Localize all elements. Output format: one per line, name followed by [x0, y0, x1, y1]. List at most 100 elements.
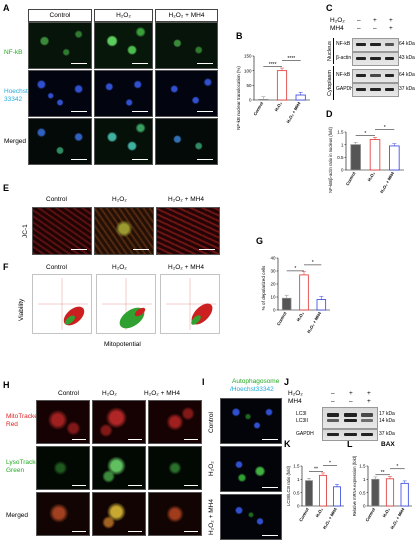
blot-c-h2o2-label: H₂O₂ — [330, 17, 345, 24]
chart-b-ylabel: NF-kB nuclear translocation (%) — [236, 66, 241, 130]
blot-c-kda-3: 64 kDa — [399, 72, 415, 78]
i-row-label-mh4: H₂O₂ + MH4 — [208, 499, 215, 535]
blot-j-kda-1: 17 kDa — [379, 411, 395, 417]
micrograph-h-lyso-control — [36, 446, 90, 490]
blot-j-mh4-sign-3: + — [367, 398, 371, 405]
e-row-label: JC-1 — [22, 224, 29, 238]
h-row-label-lyso: LysoTracker — [6, 459, 42, 466]
micrograph-h-mito-control — [36, 400, 90, 444]
blot-c-row-2 — [352, 52, 399, 66]
chart-k-xlabel-1: H₂O₂ — [315, 507, 324, 518]
chart-d-xlabel-0: Control — [345, 171, 357, 186]
chart-b-xlabel-2: H₂O₂ + MH4 — [285, 100, 301, 124]
chart-d-ylabel: NF-kB/β-actin ratio in nucleus (fold) — [328, 127, 333, 193]
row-label-hoechst-num: 33342 — [4, 96, 23, 103]
micrograph-h-mito-mh4 — [148, 400, 202, 444]
blot-c-kda-4: 37 kDa — [399, 86, 415, 92]
micrograph-a-hoechst-control — [28, 70, 92, 117]
micrograph-a-hoechst-h2o2 — [94, 70, 153, 117]
blot-c-band-label-3: NF-kB — [336, 72, 351, 78]
chart-g-bar-0 — [281, 297, 292, 311]
blot-c-mh4-label: MH4 — [330, 25, 344, 32]
row-label-hoechst: Hoechst — [4, 88, 28, 95]
chart-d-ytick-label-0: 0 — [341, 168, 344, 173]
chart-b-bar-0 — [258, 99, 269, 101]
blot-c-h2o2-sign-3: + — [389, 17, 393, 24]
micrograph-h-merged-control — [36, 492, 90, 536]
chart-d-sig-1: * — [384, 125, 386, 131]
chart-l-bar-1 — [385, 478, 395, 507]
flow-plot-h2o2 — [96, 274, 156, 334]
micrograph-i-control — [220, 398, 282, 444]
blot-j-h2o2-sign-2: + — [349, 390, 353, 397]
chart-d-xlabel-1: H₂O₂ — [367, 171, 376, 182]
micrograph-h-lyso-h2o2 — [92, 446, 146, 490]
chart-k-sig-0: ** — [314, 467, 318, 473]
chart-l-bar-2 — [400, 482, 409, 507]
panel-label-d: D — [326, 109, 333, 119]
h-row-label-merged: Merged — [6, 512, 29, 519]
chart-b-ytick-label-1: 50 — [246, 83, 252, 88]
chart-l-sig-1: * — [396, 464, 398, 470]
micrograph-a-nfkb-mh4 — [155, 22, 218, 69]
e-header-h2o2-mh4: H₂O₂ + MH4 — [168, 196, 204, 203]
blot-c-h2o2-sign-2: + — [373, 17, 377, 24]
chart-d-bar-2 — [389, 145, 400, 171]
blot-c-bracket-cyto — [333, 66, 334, 100]
panel-label-h: H — [3, 380, 10, 390]
chart-g-bar-2 — [316, 299, 327, 311]
micrograph-h-lyso-mh4 — [148, 446, 202, 490]
chart-b-xlabel-1: H₂O₂ — [274, 101, 283, 112]
panel-label-i: I — [202, 377, 205, 387]
chart-g-sig-1: * — [312, 260, 314, 266]
chart-b-sig-1: **** — [287, 56, 295, 62]
micrograph-h-merged-h2o2 — [92, 492, 146, 536]
chart-g-xlabel-2: H₂O₂ + MH4 — [306, 310, 322, 334]
chart-b: NF-kB nuclear translocation (%) 0 50 100 15… — [236, 54, 310, 130]
panel-label-b: B — [236, 31, 243, 41]
blot-j-row-gapdh — [322, 429, 378, 441]
blot-c-mh4-sign-1: – — [357, 25, 361, 32]
chart-l-ytick-label-0: 0 — [363, 504, 366, 509]
micrograph-i-h2o2 — [220, 446, 282, 492]
panel-label-k: K — [284, 439, 291, 449]
blot-c-bracket-nucleus — [333, 38, 334, 64]
blot-j-kda-2: 14 kDa — [379, 418, 395, 424]
chart-k-xlabel-2: H₂O₂ + MH4 — [322, 506, 338, 530]
f-header-h2o2-mh4: H₂O₂ + MH4 — [168, 264, 204, 271]
chart-d-sig-0: * — [364, 131, 366, 137]
chart-d-ytick-label-3: 1.5 — [337, 130, 344, 135]
blot-c-band-label-2: β-actin — [336, 55, 352, 61]
chart-k-sig-1: * — [329, 461, 331, 467]
i-row-label-h2o2: H₂O₂ — [208, 461, 215, 477]
panel-label-f: F — [3, 262, 9, 272]
chart-g-ytick-label-1: 10 — [270, 295, 276, 300]
chart-g-sig-0: * — [294, 266, 296, 272]
h-row-label-mito-red: Red — [6, 421, 18, 428]
panel-label-a: A — [3, 3, 10, 13]
h-row-label-mito: MitoTracker — [6, 413, 41, 420]
chart-k: LC3II/LC3I ratio (fold) 0 0.5 1 1.5 Control H… — [286, 461, 344, 530]
chart-l-title: BAX — [381, 441, 395, 448]
panel-label-l: L — [347, 439, 353, 449]
blot-j-mh4-sign-2: – — [349, 398, 353, 405]
blot-c-kda-1: 64 kDa — [399, 41, 415, 47]
f-xlabel: Mitopotential — [104, 341, 141, 348]
chart-d-ytick-label-1: 0.5 — [337, 155, 344, 160]
blot-j-band-label-gapdh: GAPDH — [296, 431, 314, 437]
micrograph-i-mh4 — [220, 494, 282, 540]
panel-label-g: G — [256, 236, 264, 246]
chart-g: % of depolarized cells 0 10 20 30 40 Control H… — [261, 256, 330, 334]
blot-j-row-lc3 — [322, 407, 378, 429]
chart-k-ylabel: LC3II/LC3I ratio (fold) — [286, 465, 291, 506]
micrograph-e-mh4 — [156, 207, 220, 255]
chart-d-bar-0 — [350, 144, 361, 171]
i-row-label-control: Control — [208, 412, 215, 434]
chart-g-ytick-label-0: 0 — [273, 308, 276, 313]
e-header-h2o2: H₂O₂ — [112, 196, 127, 203]
chart-k-ytick-label-3: 1.5 — [293, 464, 300, 469]
header-h2o2: H₂O₂ — [94, 9, 153, 22]
blot-j-mh4-label: MH4 — [288, 398, 302, 405]
blot-c-row-4 — [352, 83, 399, 97]
row-label-nfkb: NF-kB — [4, 49, 23, 56]
